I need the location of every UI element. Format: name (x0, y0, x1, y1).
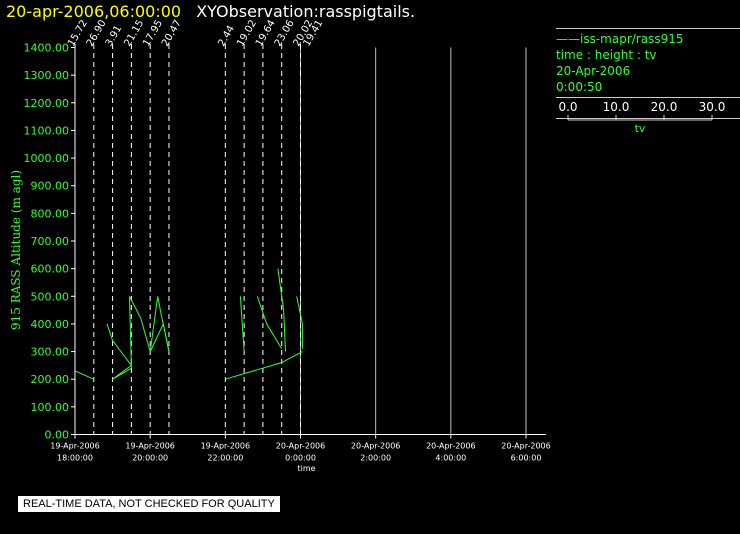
y-tick-label: 800.00 (31, 207, 70, 220)
y-axis-title: 915 RASS Altitude (m agl) (9, 170, 23, 330)
y-tick-label: 0.00 (45, 429, 70, 442)
legend-scale-tick-label: 0.0 (558, 100, 577, 114)
x-tick-date: 19-Apr-2006 (201, 442, 250, 451)
x-tick-date: 20-Apr-2006 (501, 442, 550, 451)
x-axis-title: time (297, 464, 315, 473)
legend-series-label: ——iss-mapr/rass915 (556, 31, 740, 47)
data-tail (277, 268, 286, 352)
legend-series-swatch-icon: —— (556, 32, 580, 46)
title-datetime: 20-apr-2006,06:00:00 (6, 2, 182, 21)
legend-scale-tick-label: 30.0 (699, 100, 726, 114)
legend-panel: ——iss-mapr/rass915 time : height : tv 20… (556, 28, 740, 135)
legend-fields: time : height : tv (556, 48, 657, 62)
legend-scale-tick-label: 20.0 (651, 100, 678, 114)
x-tick-time: 18:00:00 (57, 454, 93, 463)
y-tick-label: 1300.00 (24, 69, 70, 82)
x-tick-time: 22:00:00 (207, 454, 243, 463)
y-tick-label: 700.00 (31, 235, 70, 248)
data-tail (239, 296, 245, 352)
legend-top-rule (556, 28, 740, 29)
x-tick-time: 6:00:00 (511, 454, 542, 463)
x-tick-time: 4:00:00 (435, 454, 466, 463)
profile-tv-label: 2.44 (216, 24, 237, 49)
x-tick-date: 19-Apr-2006 (125, 442, 174, 451)
data-tail (296, 296, 303, 349)
legend-time: 0:00:50 (556, 80, 603, 94)
quality-note: REAL-TIME DATA, NOT CHECKED FOR QUALITY (18, 496, 280, 512)
profile-tv-label: 20.47 (160, 18, 184, 48)
data-tail (129, 296, 151, 369)
y-tick-label: 1000.00 (24, 152, 70, 165)
y-tick-label: 300.00 (31, 346, 70, 359)
y-tick-label: 500.00 (31, 290, 70, 303)
legend-series-text: iss-mapr/rass915 (580, 32, 684, 46)
data-tail (149, 296, 170, 352)
legend-scale-tick-label: 10.0 (603, 100, 630, 114)
data-tail (149, 322, 170, 352)
x-tick-date: 20-Apr-2006 (351, 442, 400, 451)
y-tick-label: 400.00 (31, 318, 70, 331)
x-tick-date: 19-Apr-2006 (50, 442, 99, 451)
legend-bottom-rule (556, 118, 740, 119)
y-tick-label: 1200.00 (24, 97, 70, 110)
y-tick-label: 600.00 (31, 263, 70, 276)
x-tick-time: 0:00:00 (285, 454, 316, 463)
data-tail (281, 351, 303, 364)
title-observation: XYObservation:rasspigtails. (196, 2, 416, 21)
data-tail (225, 362, 282, 380)
legend-date: 20-Apr-2006 (556, 64, 631, 78)
legend-scale-label: tv (635, 122, 646, 135)
profile-tv-label: 3.91 (104, 24, 125, 49)
x-tick-time: 20:00:00 (132, 454, 168, 463)
y-tick-label: 100.00 (31, 401, 70, 414)
y-tick-label: 900.00 (31, 180, 70, 193)
x-tick-date: 20-Apr-2006 (426, 442, 475, 451)
legend-mid-rule (556, 97, 740, 98)
data-tail (106, 323, 133, 380)
y-tick-label: 200.00 (31, 373, 70, 386)
x-tick-time: 2:00:00 (360, 454, 391, 463)
data-tail (74, 370, 95, 380)
x-tick-date: 20-Apr-2006 (276, 442, 325, 451)
data-tail (256, 296, 283, 350)
window-title: 20-apr-2006,06:00:00 XYObservation:rassp… (6, 2, 415, 21)
y-tick-label: 1400.00 (24, 42, 70, 55)
y-tick-label: 1100.00 (24, 124, 70, 137)
legend-scale: 0.0 10.0 20.0 30.0 tv (558, 100, 726, 135)
